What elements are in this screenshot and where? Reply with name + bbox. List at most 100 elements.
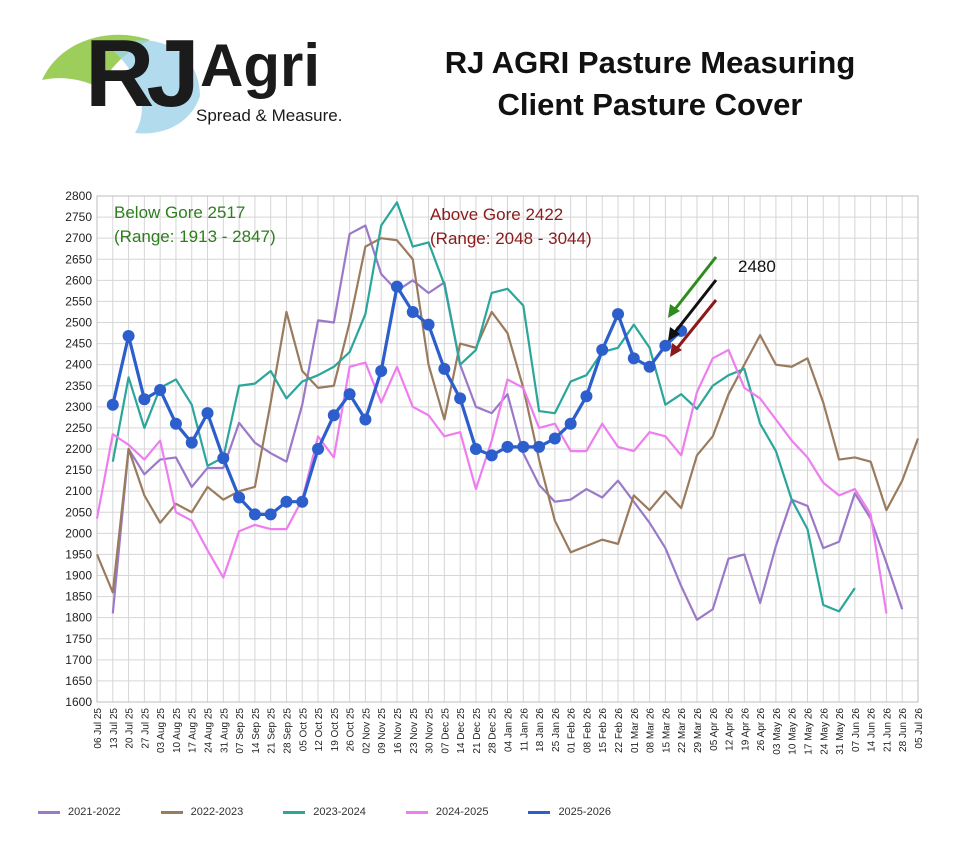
x-tick-label: 19 Apr 26: [740, 708, 751, 751]
data-point: [659, 339, 672, 352]
logo-tagline: Spread & Measure.: [196, 106, 343, 125]
series-line: [95, 237, 920, 594]
x-tick-label: 15 Mar 26: [661, 708, 672, 753]
logo-agri-text: Agri: [200, 32, 320, 99]
data-point: [106, 398, 119, 411]
data-point: [217, 452, 230, 465]
x-tick-label: 21 Sep 25: [267, 708, 278, 754]
chart-legend: 2021-2022 2022-2023 2023-2024 2024-2025 …: [38, 806, 651, 818]
green-arrow-head: [668, 304, 680, 318]
legend-swatch: [405, 810, 428, 814]
x-tick-label: 27 Jul 25: [140, 708, 151, 749]
x-tick-label: 04 Jan 26: [504, 708, 515, 752]
title-line-2: Client Pasture Cover: [497, 87, 803, 122]
chart-title: RJ AGRI Pasture Measuring Client Pasture…: [390, 42, 910, 126]
above-gore-range: (Range: 2048 - 3044): [430, 229, 592, 248]
data-point: [643, 360, 656, 373]
x-tick-label: 14 Jun 26: [867, 708, 878, 752]
x-tick-label: 03 May 26: [772, 708, 783, 755]
legend-item-2021-2022: 2021-2022: [38, 806, 121, 818]
x-tick-label: 07 Dec 25: [440, 708, 451, 754]
data-point: [359, 413, 372, 426]
x-tick-label: 01 Mar 26: [630, 708, 641, 753]
x-tick-label: 29 Mar 26: [693, 708, 704, 753]
legend-item-2024-2025: 2024-2025: [405, 806, 489, 818]
data-point: [627, 352, 640, 365]
green-arrow: [670, 256, 718, 314]
x-tick-label: 21 Jun 26: [882, 708, 893, 752]
chart-annotations: Below Gore 2517 (Range: 1913 - 2847) Abo…: [114, 203, 776, 357]
x-tick-label: 08 Feb 26: [582, 708, 593, 753]
data-point: [564, 417, 577, 430]
series-2023-2024: [111, 201, 856, 613]
data-point: [375, 364, 388, 377]
x-tick-label: 02 Nov 25: [361, 708, 372, 754]
y-tick-label: 2750: [65, 210, 92, 224]
data-point: [406, 305, 419, 318]
data-point: [580, 390, 593, 403]
y-tick-label: 2150: [65, 463, 92, 477]
pasture-cover-chart: 1600 1650 1700 1750 1800 1850 1900 1950 2000 2050…: [65, 189, 925, 755]
y-tick-label: 2800: [65, 189, 92, 203]
y-tick-label: 2650: [65, 252, 92, 266]
y-tick-label: 2700: [65, 231, 92, 245]
x-tick-label: 09 Nov 25: [377, 708, 388, 754]
black-arrow-head: [668, 327, 680, 341]
data-point: [469, 443, 482, 455]
data-point: [201, 407, 214, 420]
black-arrow: [670, 279, 718, 337]
x-tick-label: 14 Sep 25: [251, 708, 262, 754]
x-tick-label: 23 Nov 25: [409, 708, 420, 754]
y-tick-label: 2400: [65, 358, 92, 372]
brand-logo: RJ Agri Spread & Measure.: [40, 18, 360, 148]
x-tick-label: 24 Aug 25: [204, 708, 215, 753]
data-point: [596, 343, 609, 356]
x-tick-label: 08 Mar 26: [646, 708, 657, 753]
data-point: [422, 318, 435, 331]
x-tick-label: 28 Jun 26: [898, 708, 909, 752]
legend-swatch: [38, 810, 60, 814]
x-tick-label: 06 Jul 25: [93, 708, 104, 749]
data-point: [533, 440, 546, 453]
x-tick-label: 19 Oct 25: [330, 708, 341, 752]
legend-label: 2024-2025: [435, 806, 489, 818]
series-2024-2025: [95, 348, 888, 614]
x-tick-label: 12 Oct 25: [314, 708, 325, 752]
data-point: [548, 432, 561, 445]
y-tick-label: 2600: [65, 273, 92, 287]
legend-item-2023-2024: 2023-2024: [283, 806, 366, 818]
x-tick-label: 17 May 26: [803, 708, 814, 755]
x-tick-label: 05 Oct 25: [298, 708, 309, 752]
x-tick-label: 07 Jun 26: [851, 708, 862, 752]
y-tick-label: 1700: [65, 653, 92, 667]
data-point: [233, 491, 246, 504]
current-value-label: 2480: [738, 257, 776, 276]
x-tick-label: 21 Dec 25: [472, 708, 483, 754]
y-axis: 1600 1650 1700 1750 1800 1850 1900 1950 2000 2050…: [65, 189, 92, 709]
data-point: [327, 409, 340, 422]
data-point: [312, 443, 325, 455]
data-point: [138, 393, 151, 406]
data-point: [390, 280, 403, 293]
x-tick-label: 01 Feb 26: [567, 708, 578, 753]
data-point: [280, 495, 293, 508]
x-tick-label: 07 Sep 25: [235, 708, 246, 754]
legend-label: 2021-2022: [68, 806, 121, 818]
legend-swatch: [160, 810, 183, 814]
y-tick-label: 1650: [65, 674, 92, 688]
x-tick-label: 20 Jul 25: [125, 708, 136, 749]
x-tick-label: 15 Feb 26: [598, 708, 609, 753]
x-tick-label: 26 Apr 26: [756, 708, 767, 751]
x-tick-label: 30 Nov 25: [425, 708, 436, 754]
legend-swatch: [283, 810, 306, 814]
legend-item-2022-2023: 2022-2023: [160, 806, 243, 818]
below-gore-range: (Range: 1913 - 2847): [114, 227, 276, 246]
x-tick-label: 28 Sep 25: [282, 708, 293, 754]
x-tick-label: 10 Aug 25: [172, 708, 183, 753]
data-point: [501, 440, 514, 453]
x-tick-label: 16 Nov 25: [393, 708, 404, 754]
y-tick-label: 1950: [65, 547, 92, 561]
y-tick-label: 2050: [65, 505, 92, 519]
x-tick-label: 22 Feb 26: [614, 708, 625, 753]
y-tick-label: 2350: [65, 379, 92, 393]
